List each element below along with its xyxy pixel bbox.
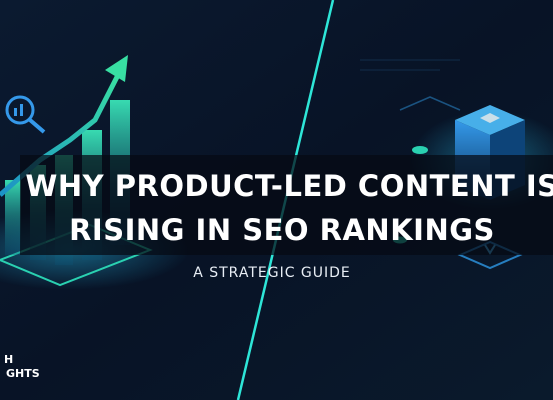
title-band [20,155,553,255]
title-line: RISING IN SEO RANKINGS [69,213,495,247]
title-line: WHY PRODUCT-LED CONTENT IS [25,169,553,203]
logo-text: GHTS [6,367,40,380]
subtitle: A STRATEGIC GUIDE [193,265,351,281]
logo-text: H [4,353,13,366]
